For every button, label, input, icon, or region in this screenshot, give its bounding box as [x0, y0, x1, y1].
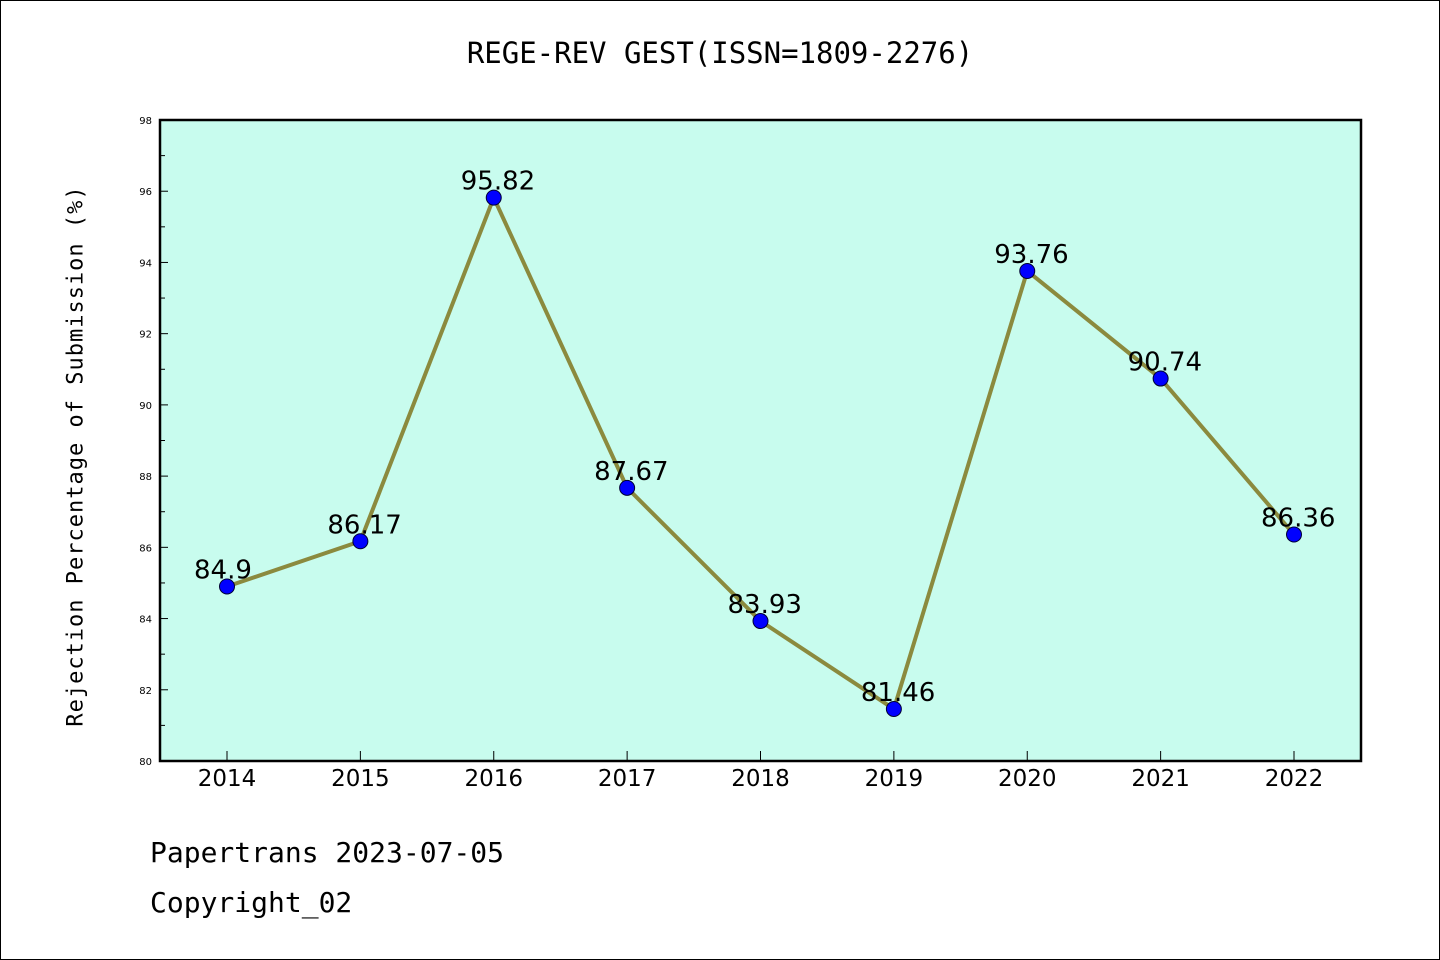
data-point [219, 578, 235, 595]
data-label: 81.46 [861, 678, 935, 708]
y-tick-label: 88 [139, 472, 152, 483]
x-tick-label: 2022 [1265, 766, 1324, 792]
x-tick-label: 2021 [1131, 766, 1190, 792]
x-tick-label: 2018 [731, 766, 790, 792]
data-label: 86.36 [1261, 504, 1335, 534]
data-labels: 84.9 86.17 95.82 87.67 83.93 81.46 93.76 90.74 8… [194, 167, 1335, 708]
y-tick-label: 94 [139, 258, 152, 269]
data-point [619, 479, 636, 496]
plot-area [160, 120, 1361, 761]
data-point [1019, 262, 1036, 279]
y-tick-label: 90 [139, 401, 152, 412]
y-tick-label: 98 [139, 116, 152, 127]
data-points [219, 189, 1302, 718]
x-tick-label: 2014 [198, 766, 257, 792]
data-label: 87.67 [594, 457, 668, 487]
data-point [1286, 526, 1302, 543]
footer-date: Papertrans 2023-07-05 [150, 836, 505, 869]
data-point [752, 613, 769, 630]
footer-copyright: Copyright_02 [150, 886, 353, 919]
y-tick-label: 84 [139, 615, 152, 626]
y-tick-label: 96 [139, 187, 152, 198]
x-tick-label: 2019 [865, 766, 924, 792]
data-point [485, 189, 502, 206]
chart-title: REGE-REV GEST(ISSN=1809-2276) [466, 36, 974, 70]
data-label: 90.74 [1128, 348, 1202, 378]
x-tick-label: 2016 [464, 766, 523, 792]
data-point [1152, 370, 1169, 387]
data-point [885, 701, 902, 718]
x-axis: 2014 2015 2016 2017 2018 2019 2020 2021 2022 [198, 751, 1324, 792]
data-label: 83.93 [728, 590, 802, 620]
plot-border [158, 118, 1363, 763]
y-tick-label: 80 [139, 757, 152, 768]
data-label: 95.82 [461, 167, 535, 197]
data-label: 84.9 [194, 556, 252, 586]
y-tick-label: 92 [139, 330, 152, 341]
y-tick-label: 82 [139, 686, 152, 697]
data-label: 93.76 [994, 240, 1068, 270]
y-tick-label: 86 [139, 543, 152, 554]
data-label: 86.17 [327, 510, 401, 540]
data-point [352, 533, 369, 550]
x-tick-label: 2020 [998, 766, 1057, 792]
x-tick-label: 2017 [598, 766, 657, 792]
x-tick-label: 2015 [331, 766, 390, 792]
